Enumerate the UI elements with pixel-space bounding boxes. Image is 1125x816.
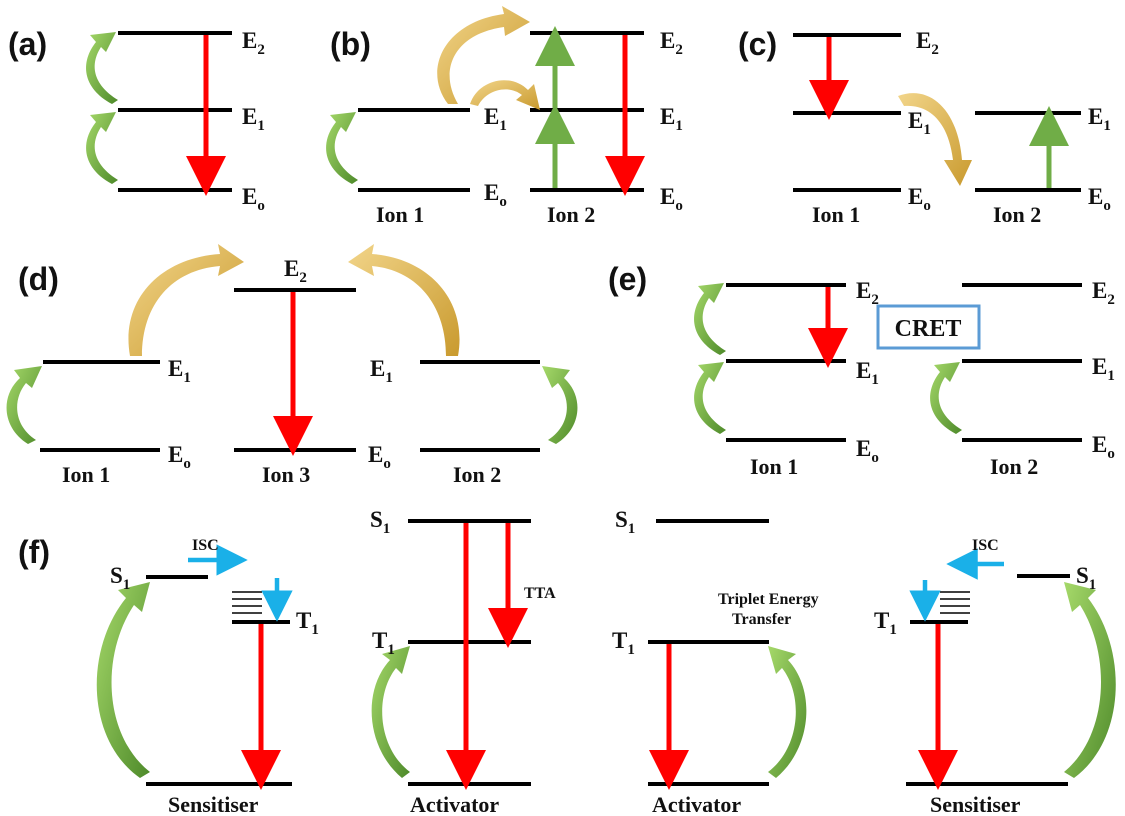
label-e0: Eo: [484, 180, 507, 210]
panel-c: (c) E2 E1 Eo E1 Eo Ion 1 Ion 2: [738, 26, 1111, 227]
label-e1: E1: [484, 104, 507, 134]
energy-transfer-arrow: [437, 6, 530, 104]
species-label: Activator: [410, 792, 499, 816]
ion-label: Ion 2: [993, 202, 1041, 227]
absorption-arrow-curved: [326, 112, 358, 184]
energy-transfer-arrow: [128, 244, 244, 356]
tta-label: TTA: [524, 585, 556, 602]
ion-label: Ion 2: [547, 202, 595, 227]
energy-transfer-arrow: [348, 244, 460, 356]
label-s1: S1: [615, 507, 635, 537]
label-t1: T1: [874, 608, 897, 638]
label-e2: E2: [856, 278, 879, 308]
label-e1: E1: [370, 356, 393, 386]
panel-a: (a) E2 E1 Eo: [8, 26, 265, 214]
label-e1: E1: [856, 358, 879, 388]
isc-label: ISC: [972, 537, 999, 554]
ion-label: Ion 2: [453, 462, 501, 487]
ion-label: Ion 2: [990, 454, 1038, 479]
label-e2: E2: [916, 28, 939, 58]
ion-label: Ion 3: [262, 462, 310, 487]
label-e0: Eo: [1092, 432, 1115, 462]
label-e0: Eo: [660, 184, 683, 214]
absorption-arrow-curved: [371, 646, 410, 778]
label-e0: Eo: [908, 184, 931, 214]
absorption-arrow-curved: [86, 112, 118, 184]
label-e1: E1: [242, 104, 265, 134]
label-e1: E1: [168, 356, 191, 386]
panel-e: (e) CRET E2 E1 Eo E2 E1 Eo Ion 1 Ion 2: [608, 261, 1115, 479]
label-e1: E1: [660, 104, 683, 134]
energy-transfer-arrow: [898, 93, 972, 186]
panel-d-label: (d): [18, 261, 59, 297]
cret-label: CRET: [895, 316, 962, 342]
label-e1: E1: [1092, 354, 1115, 384]
panel-e-label: (e): [608, 261, 647, 297]
label-e0: Eo: [368, 442, 391, 472]
panel-f: (f) ISC S1 T1 Sensitiser TTA S1 T1 Activ…: [18, 507, 1116, 816]
panel-c-label: (c): [738, 26, 777, 62]
panel-b-label: (b): [330, 26, 371, 62]
label-e2: E2: [1092, 278, 1115, 308]
panel-b: (b) E1 Eo E2 E1 Eo Ion 1 Ion 2: [326, 6, 683, 227]
absorption-arrow-curved: [694, 362, 726, 434]
absorption-arrow-curved: [96, 582, 150, 778]
label-e0: Eo: [168, 442, 191, 472]
species-label: Sensitiser: [930, 792, 1021, 816]
species-label: Sensitiser: [168, 792, 259, 816]
absorption-arrow-curved: [694, 283, 726, 355]
panel-f-label: (f): [18, 534, 50, 570]
label-t1: T1: [372, 628, 395, 658]
absorption-arrow-curved: [86, 32, 118, 104]
absorption-arrow-curved: [542, 366, 578, 444]
panel-a-label: (a): [8, 26, 47, 62]
label-s1: S1: [1076, 563, 1096, 593]
label-e0: Eo: [1088, 184, 1111, 214]
ion-label: Ion 1: [812, 202, 860, 227]
species-label: Activator: [652, 792, 741, 816]
label-e1: E1: [908, 108, 931, 138]
label-t1: T1: [296, 608, 319, 638]
label-e0: Eo: [856, 436, 879, 466]
ion-label: Ion 1: [750, 454, 798, 479]
label-e0: Eo: [242, 184, 265, 214]
label-e1: E1: [1088, 104, 1111, 134]
isc-label: ISC: [192, 537, 219, 554]
label-s1: S1: [370, 507, 390, 537]
label-t1: T1: [612, 628, 635, 658]
absorption-arrow-curved: [930, 362, 962, 434]
absorption-arrow-curved: [6, 366, 42, 444]
ion-label: Ion 1: [62, 462, 110, 487]
label-e2: E2: [242, 28, 265, 58]
triplet-transfer-label-line1: Triplet Energy: [718, 591, 819, 608]
label-s1: S1: [110, 563, 130, 593]
label-e2: E2: [284, 256, 307, 286]
cret-box: [876, 304, 981, 350]
triplet-transfer-label-line2: Transfer: [732, 611, 791, 628]
absorption-arrow-curved: [768, 646, 807, 778]
absorption-arrow-curved: [1064, 582, 1116, 778]
energy-transfer-arrow: [470, 80, 540, 110]
label-e2: E2: [660, 28, 683, 58]
panel-d: (d) E1 Eo E2 Eo E1 Ion 1 Ion 3 Ion 2: [6, 244, 578, 487]
ion-label: Ion 1: [376, 202, 424, 227]
